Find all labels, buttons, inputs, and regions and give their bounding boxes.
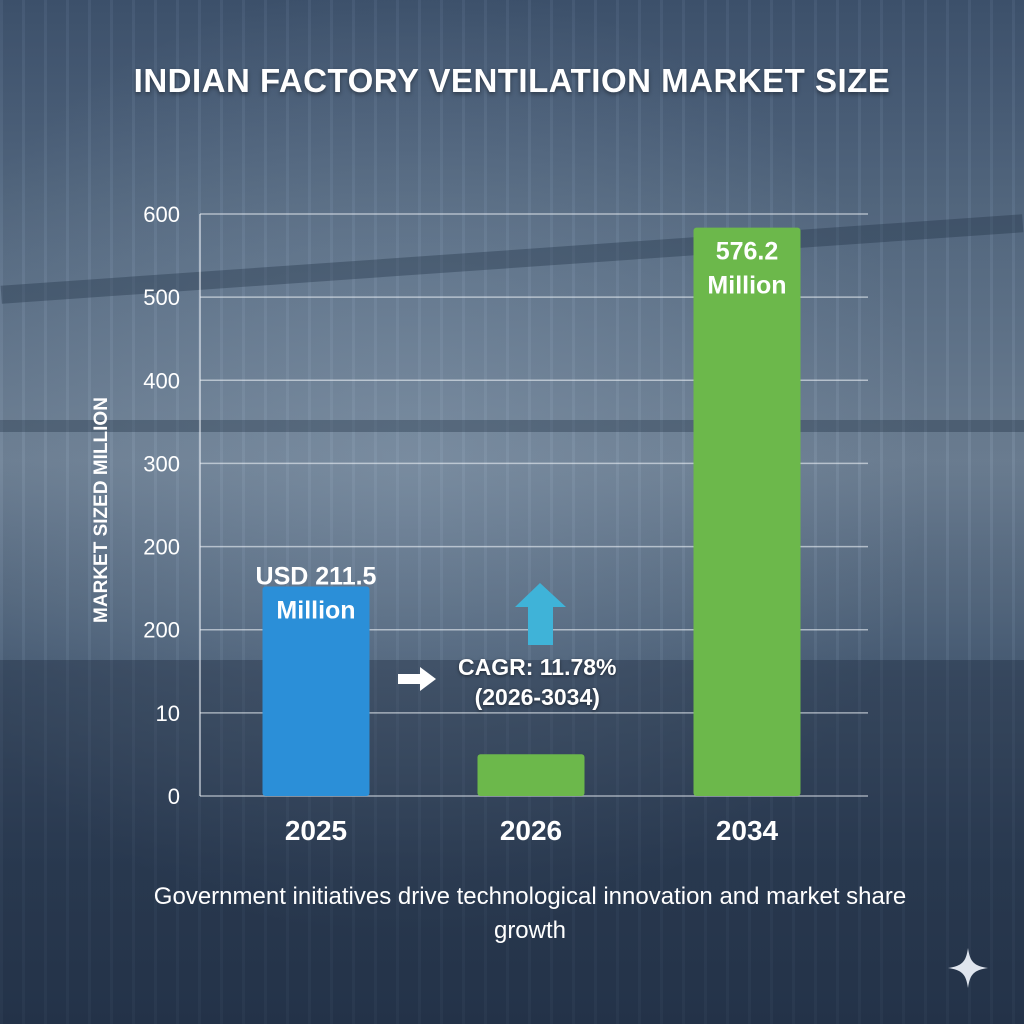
x-tick-label: 2025 [285,815,347,846]
chart-title: INDIAN FACTORY VENTILATION MARKET SIZE [133,62,891,99]
y-tick-label: 500 [143,285,180,310]
x-tick-label: 2026 [500,815,562,846]
data-label: USD 211.5 Million [256,562,377,624]
sparkle-icon [948,948,988,988]
x-tick-labels: 2025 2026 2034 [285,815,779,846]
up-arrow-icon [515,583,566,645]
data-label-line: 576.2 [716,238,779,266]
data-label: 576.2 Million [707,238,786,300]
y-tick-label: 200 [143,618,180,643]
bars [262,227,801,796]
y-tick-label: 300 [143,451,180,476]
right-arrow-icon [398,667,436,691]
data-label-line: USD 211.5 [256,562,377,590]
bar-2025 [262,586,370,796]
bar-2034 [693,227,801,796]
data-label-line: Million [707,272,786,300]
x-tick-label: 2034 [716,815,779,846]
chart-subtitle: Government initiatives drive technologic… [153,883,907,944]
y-tick-label: 600 [143,202,180,227]
y-tick-label: 200 [143,535,180,560]
cagr-period: (2026-3034) [474,684,600,710]
cagr-annotation: CAGR: 11.78% (2026-3034) [458,652,617,712]
data-labels: USD 211.5 Million 576.2 Million [256,238,787,625]
data-label-line: Million [276,596,355,624]
y-tick-label: 400 [143,368,180,393]
y-tick-label: 0 [168,784,180,809]
y-tick-labels: 0 10 200 200 300 400 500 600 [143,202,180,809]
cagr-value: CAGR: 11.78% [458,654,617,680]
bar-2026 [477,754,585,796]
y-tick-label: 10 [156,701,180,726]
background-floor [0,660,1024,1024]
